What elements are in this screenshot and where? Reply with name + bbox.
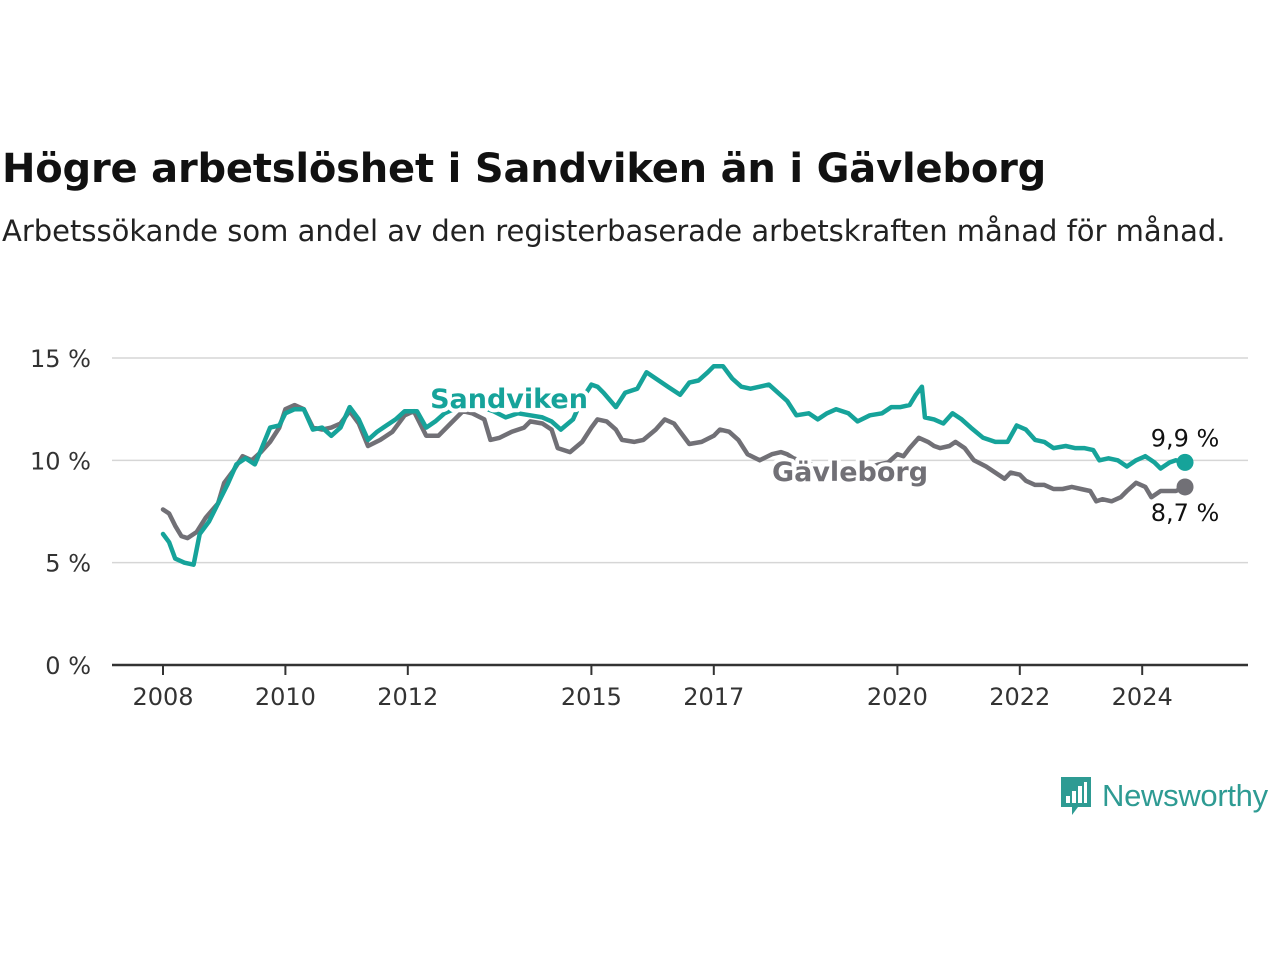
y-tick-label: 5 % xyxy=(45,550,91,578)
x-tick-label: 2024 xyxy=(1112,683,1173,711)
x-tick-label: 2017 xyxy=(683,683,744,711)
series-label-sandviken: Sandviken xyxy=(430,384,588,415)
series-end-point-sandviken xyxy=(1176,453,1194,471)
end-value-label-g-vleborg: 8,7 % xyxy=(1151,499,1220,527)
gridlines xyxy=(112,357,1248,564)
y-tick-label: 10 % xyxy=(30,447,91,475)
y-axis: 0 % 5 % 10 % 15 % xyxy=(30,345,91,680)
series-label-g-vleborg: Gävleborg xyxy=(772,457,928,488)
y-tick-label: 0 % xyxy=(45,652,91,680)
x-tick-label: 2010 xyxy=(255,683,316,711)
line-chart: 0 %5 %10 %15 % 2008 2010 2012 2015 2017 2020 2… xyxy=(30,345,1248,711)
chart-subtitle: Arbetssökande som andel av den registerb… xyxy=(2,214,1226,248)
series-label-halo: Sandviken xyxy=(430,384,588,415)
series-label-halo: Gävleborg xyxy=(772,457,928,488)
x-tick-label: 2012 xyxy=(377,683,438,711)
x-tick-label: 2020 xyxy=(867,683,928,711)
x-tick-label: 2022 xyxy=(989,683,1050,711)
newsworthy-logo: Newsworthy xyxy=(1058,773,1268,819)
chart-title: Högre arbetslöshet i Sandviken än i Gävl… xyxy=(2,146,1047,192)
series-end-point-g-vleborg xyxy=(1176,478,1194,496)
end-value-halo: 9,9 % xyxy=(1151,424,1220,452)
x-axis: 2008 2010 2012 2015 2017 2020 2022 2024 xyxy=(112,663,1248,711)
x-tick-label: 2008 xyxy=(132,683,193,711)
newsworthy-chart-bubble-icon xyxy=(1061,777,1091,815)
y-tick-label: 15 % xyxy=(30,345,91,373)
series-line-sandviken xyxy=(160,363,1188,567)
brand-name: Newsworthy xyxy=(1102,778,1268,813)
series-line-g-vleborg xyxy=(160,402,1188,541)
x-tick-label: 2015 xyxy=(561,683,622,711)
end-value-label-sandviken: 9,9 % xyxy=(1151,424,1220,452)
series-layer xyxy=(160,363,1194,567)
end-value-halo: 8,7 % xyxy=(1151,499,1220,527)
